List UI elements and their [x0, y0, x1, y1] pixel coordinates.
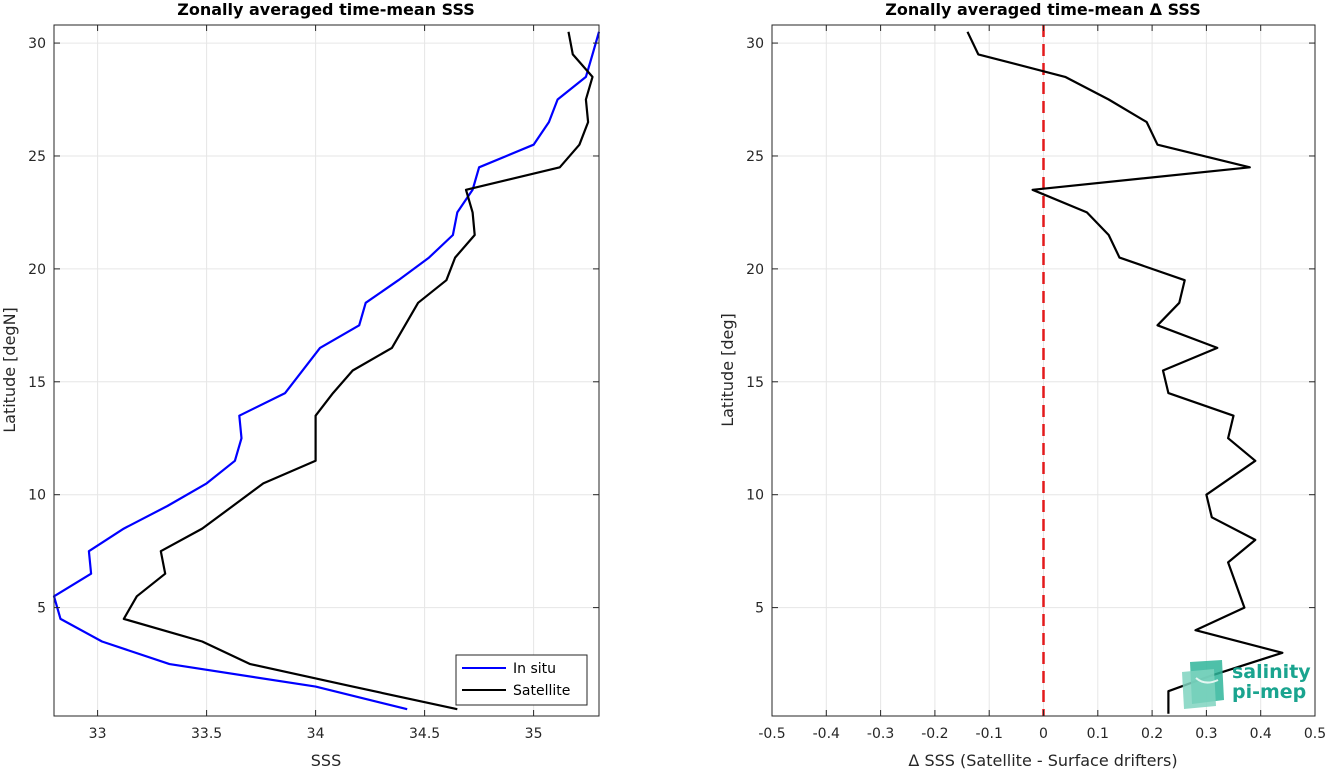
right-x-axis-label: Δ SSS (Satellite - Surface drifters)	[908, 751, 1177, 769]
left-series-lines	[52, 31, 601, 711]
left-x-axis-label: SSS	[311, 751, 341, 769]
right-x-tick-label: 0.1	[1087, 726, 1109, 742]
right-x-tick-label: -0.2	[921, 726, 948, 742]
right-y-axis-label: Latitude [deg]	[718, 313, 737, 427]
left-y-tick-label: 10	[28, 488, 46, 504]
right-x-tick-label: -0.5	[758, 726, 785, 742]
left-ticks: 33 33.5 34 34.5 35 5 10 15 20 25 30	[28, 25, 599, 742]
right-x-tick-label: -0.4	[813, 726, 840, 742]
left-panel: 33 33.5 34 34.5 35 5 10 15 20 25 30 Zonally averag…	[0, 0, 601, 769]
right-y-tick-label: 20	[746, 262, 764, 278]
right-y-tick-label: 30	[746, 36, 764, 52]
right-x-tick-label: -0.1	[976, 726, 1003, 742]
left-y-tick-label: 25	[28, 149, 46, 165]
left-x-tick-label: 33.5	[191, 726, 222, 742]
right-y-tick-label: 15	[746, 375, 764, 391]
logo-text-pimep: pi-mep	[1232, 681, 1306, 703]
left-y-tick-label: 15	[28, 375, 46, 391]
logo-wave	[1195, 677, 1219, 684]
left-y-tick-label: 30	[28, 36, 46, 52]
right-y-tick-label: 10	[746, 488, 764, 504]
right-x-tick-label: 0	[1039, 726, 1048, 742]
right-x-tick-label: 0.3	[1195, 726, 1217, 742]
left-series-line-satellite	[122, 31, 594, 711]
left-x-tick-label: 33	[89, 726, 107, 742]
left-chart-title: Zonally averaged time-mean SSS	[177, 0, 475, 19]
legend: In situ Satellite	[455, 654, 588, 706]
right-x-tick-label: 0.2	[1141, 726, 1163, 742]
right-x-tick-label: 0.5	[1304, 726, 1326, 742]
right-y-tick-label: 5	[755, 601, 764, 617]
left-y-tick-label: 20	[28, 262, 46, 278]
left-series-line-in-situ	[52, 31, 601, 711]
left-axes-frame	[53, 24, 600, 717]
right-x-tick-label: -0.3	[867, 726, 894, 742]
right-series-line-delta-sss	[966, 31, 1284, 714]
left-grid	[54, 25, 599, 716]
left-x-tick-label: 34	[307, 726, 325, 742]
right-y-tick-label: 25	[746, 149, 764, 165]
right-series-lines	[966, 25, 1284, 716]
salinity-pimep-logo: salinity pi-mep	[1182, 660, 1311, 709]
right-panel: -0.5 -0.4 -0.3 -0.2 -0.1 0 0.1 0.2 0.3 0.4 0.5 5 10 1…	[718, 0, 1326, 769]
logo-text-salinity: salinity	[1232, 661, 1311, 683]
left-y-axis-label: Latitude [degN]	[0, 307, 19, 433]
left-x-tick-label: 34.5	[409, 726, 440, 742]
right-ticks: -0.5 -0.4 -0.3 -0.2 -0.1 0 0.1 0.2 0.3 0.4 0.5 5 10 1…	[746, 25, 1326, 742]
legend-label-satellite: Satellite	[513, 683, 570, 699]
left-x-tick-label: 35	[525, 726, 543, 742]
right-x-tick-label: 0.4	[1250, 726, 1272, 742]
right-chart-title: Zonally averaged time-mean Δ SSS	[885, 0, 1201, 19]
legend-label-in-situ: In situ	[513, 661, 556, 677]
logo-mark-front	[1182, 669, 1216, 709]
legend-box	[455, 654, 588, 706]
left-y-tick-label: 5	[37, 601, 46, 617]
